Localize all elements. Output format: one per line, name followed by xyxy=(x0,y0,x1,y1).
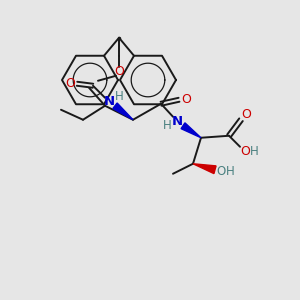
Text: H: H xyxy=(250,145,258,158)
Text: O: O xyxy=(114,65,124,78)
Text: N: N xyxy=(103,95,115,108)
Text: O: O xyxy=(216,165,226,178)
Text: N: N xyxy=(171,115,183,128)
Text: O: O xyxy=(181,93,191,106)
Polygon shape xyxy=(193,164,216,174)
Polygon shape xyxy=(181,123,201,138)
Text: O: O xyxy=(241,108,251,121)
Text: H: H xyxy=(226,165,234,178)
Text: H: H xyxy=(163,119,171,132)
Polygon shape xyxy=(113,103,133,120)
Text: H: H xyxy=(115,90,123,103)
Text: O: O xyxy=(240,145,250,158)
Text: O: O xyxy=(65,77,75,90)
